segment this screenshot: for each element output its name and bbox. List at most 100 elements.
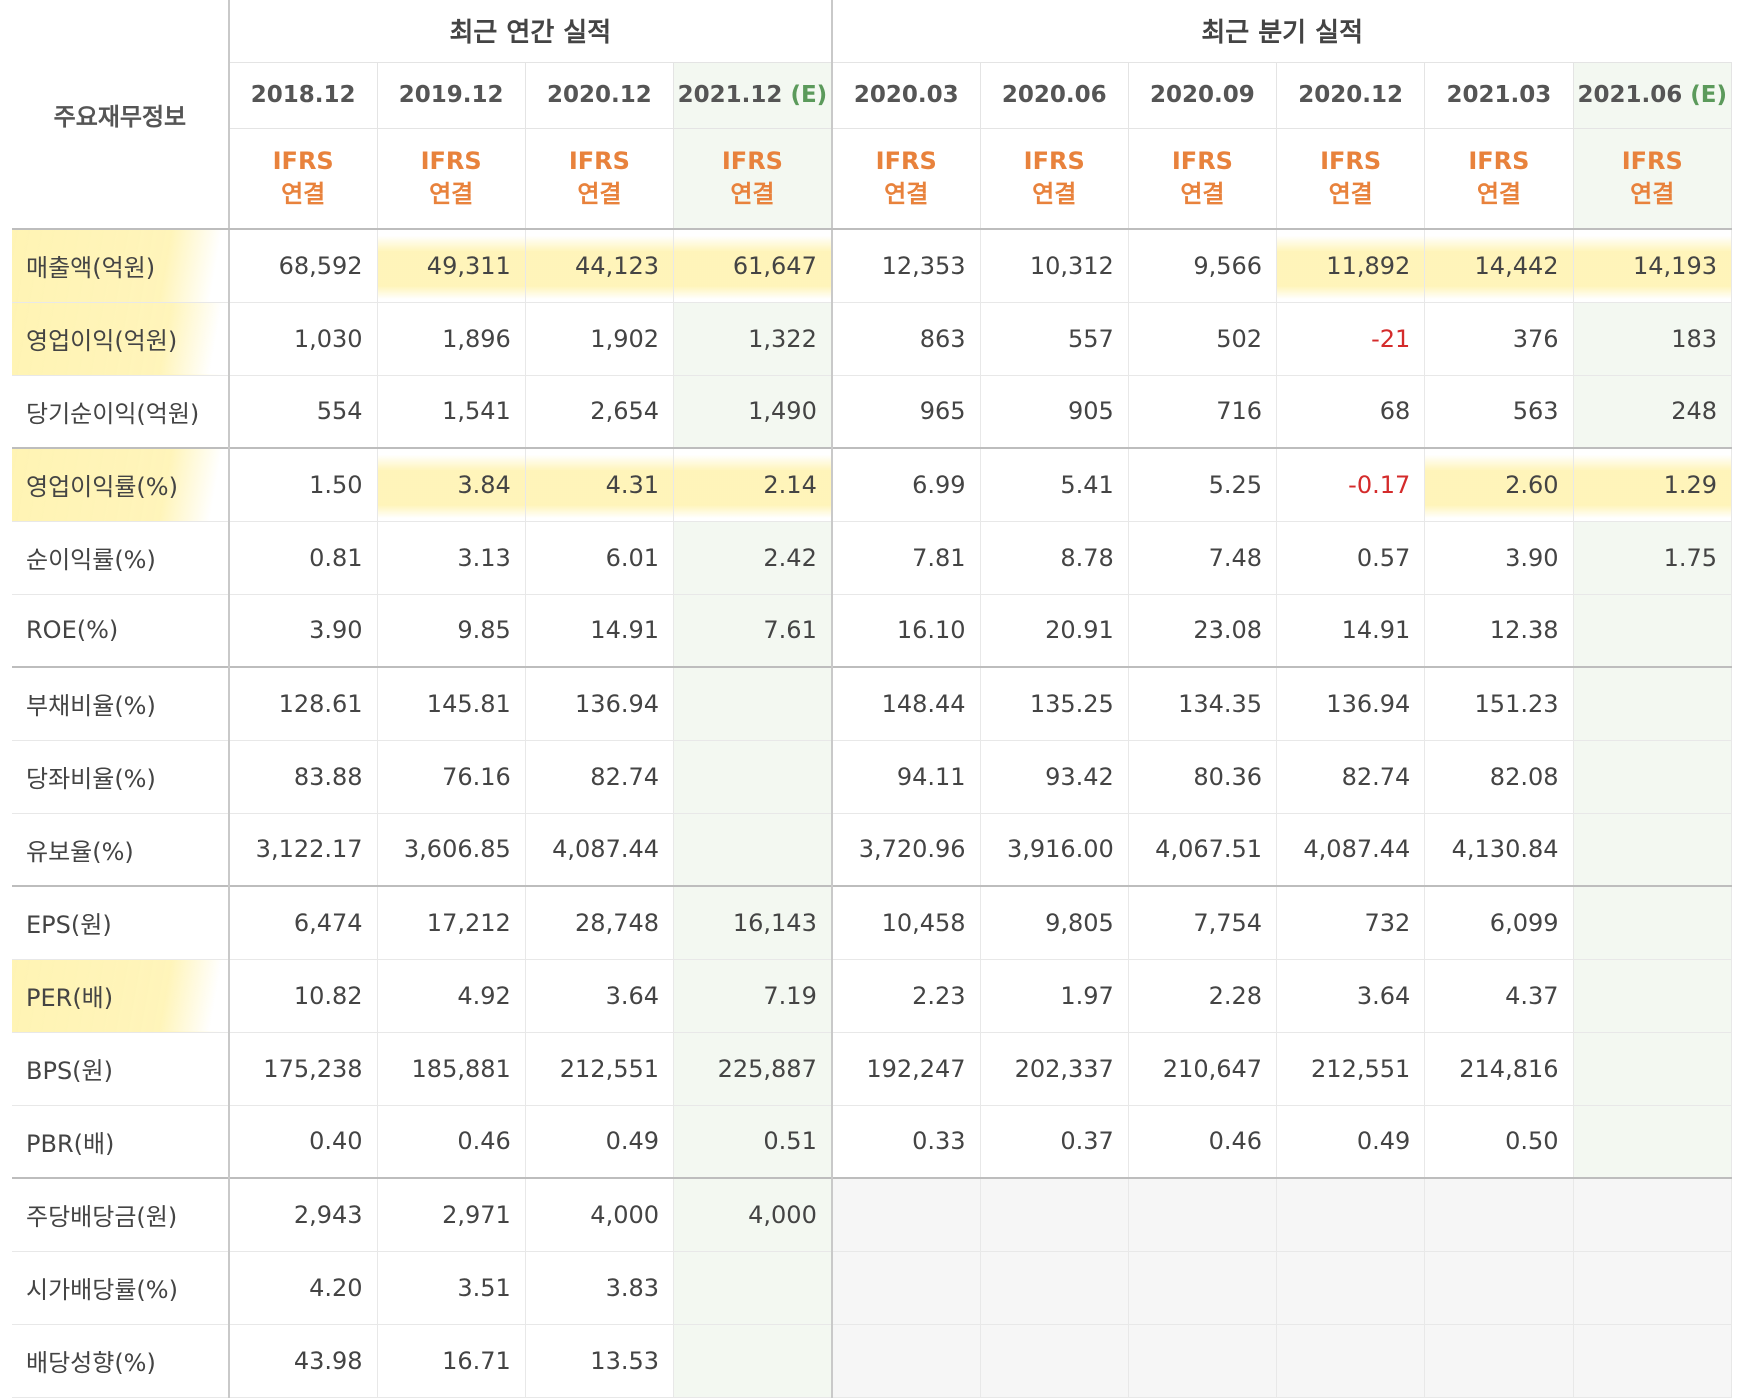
value-cell: 82.74 [525,740,675,814]
value-cell: 1.97 [980,959,1129,1033]
table-row: 당기순이익(억원) 554 1,541 2,654 1,490 965 905 716 68 56… [12,375,1733,449]
value-cell: 3.64 [1276,959,1426,1033]
value-cell [673,666,833,741]
value-cell: 145.81 [377,666,526,741]
period-header: 2020.03 [831,62,981,129]
value-cell: 3.64 [525,959,675,1033]
value-cell: 9.85 [377,594,526,668]
value-cell: 1,490 [673,375,833,449]
table-row: 영업이익(억원) 1,030 1,896 1,902 1,322 863 557 502 -21… [12,302,1733,376]
value-cell: 94.11 [831,740,981,814]
table-row: 배당성향(%) 43.98 16.71 13.53 [12,1324,1733,1398]
ifrs-consolidated-tag: IFRS 연결 [1276,128,1426,230]
ifrs-consolidated-tag: IFRS 연결 [1573,128,1733,230]
value-cell: 76.16 [377,740,526,814]
period-label: 2020.06 [1001,82,1107,108]
value-cell: 185,881 [377,1032,526,1106]
value-cell: 2,654 [525,375,675,449]
value-cell: 68,592 [228,229,378,303]
consolidated-label: 연결 [1630,180,1675,209]
value-cell: 83.88 [228,740,378,814]
value-cell: 2.23 [831,959,981,1033]
table-row: 매출액(억원) 68,592 49,311 44,123 61,647 12,353 10,… [12,229,1733,303]
value-cell: 80.36 [1128,740,1278,814]
value-cell: 16.10 [831,594,981,668]
value-cell: 82.74 [1276,740,1426,814]
row-label: 부채비율(%) [12,666,230,741]
ifrs-label: IFRS [272,147,334,176]
period-label: 2018.12 [250,82,356,108]
ifrs-consolidated-tag: IFRS 연결 [1424,128,1574,230]
value-cell: 202,337 [980,1032,1129,1106]
value-cell: 4,067.51 [1128,813,1278,887]
table-row: 주당배당금(원) 2,943 2,971 4,000 4,000 [12,1177,1733,1252]
row-label: PBR(배) [12,1105,230,1179]
value-cell [1573,1105,1733,1179]
value-cell [1573,885,1733,960]
value-cell: 0.51 [673,1105,833,1179]
value-cell: 4.37 [1424,959,1574,1033]
value-cell [831,1324,981,1398]
value-cell: 1.29 [1573,447,1733,522]
value-cell: 1,541 [377,375,526,449]
row-label: 당기순이익(억원) [12,375,230,449]
value-cell: 2.42 [673,521,833,595]
row-label: ROE(%) [12,594,230,668]
ifrs-label: IFRS [1023,147,1085,176]
period-label: 2020.03 [853,82,959,108]
value-cell [1276,1251,1426,1325]
estimate-marker: (E) [1690,82,1728,108]
value-cell: 151.23 [1424,666,1574,741]
ifrs-consolidated-tag: IFRS 연결 [228,128,378,230]
value-cell: 376 [1424,302,1574,376]
value-cell: 82.08 [1424,740,1574,814]
row-label: EPS(원) [12,885,230,960]
period-header: 2021.06 (E) [1573,62,1733,129]
consolidated-label: 연결 [884,180,929,209]
value-cell: 49,311 [377,229,526,303]
row-label: 순이익률(%) [12,521,230,595]
period-label: 2019.12 [398,82,504,108]
value-cell [1573,959,1733,1033]
value-cell: 0.37 [980,1105,1129,1179]
value-cell [1128,1177,1278,1252]
table-row: PER(배) 10.82 4.92 3.64 7.19 2.23 1.97 2.28 3.64 4… [12,959,1733,1033]
value-cell [673,813,833,887]
table-row: 당좌비율(%) 83.88 76.16 82.74 94.11 93.42 80.36 82.… [12,740,1733,814]
period-header: 2019.12 [377,62,526,129]
value-cell: 93.42 [980,740,1129,814]
row-label: PER(배) [12,959,230,1033]
ifrs-label: IFRS [420,147,482,176]
ifrs-consolidated-tag: IFRS 연결 [673,128,833,230]
ifrs-consolidated-tag: IFRS 연결 [831,128,981,230]
ifrs-consolidated-tag: IFRS 연결 [1128,128,1278,230]
value-cell: 14,442 [1424,229,1574,303]
period-label: 2020.09 [1150,82,1255,108]
value-cell [673,1251,833,1325]
value-cell: 44,123 [525,229,675,303]
ifrs-consolidated-tag: IFRS 연결 [980,128,1129,230]
value-cell: 0.33 [831,1105,981,1179]
row-label: 유보율(%) [12,813,230,887]
value-cell: 4.31 [525,447,675,522]
consolidated-label: 연결 [281,180,326,209]
ifrs-label: IFRS [721,147,783,176]
value-cell: 4,087.44 [1276,813,1426,887]
value-cell: 0.46 [377,1105,526,1179]
value-cell: 905 [980,375,1129,449]
consolidated-label: 연결 [1032,180,1077,209]
value-cell: 0.46 [1128,1105,1278,1179]
row-label: 시가배당률(%) [12,1251,230,1325]
value-cell [1424,1251,1574,1325]
value-cell [1276,1324,1426,1398]
period-header: 2018.12 [228,62,378,129]
value-cell: 128.61 [228,666,378,741]
row-label: 당좌비율(%) [12,740,230,814]
quarterly-results-header: 최근 분기 실적 [831,0,1732,63]
value-cell: 68 [1276,375,1426,449]
value-cell: 965 [831,375,981,449]
ifrs-consolidated-tag: IFRS 연결 [377,128,526,230]
row-label: 배당성향(%) [12,1324,230,1398]
financial-summary-table: 주요재무정보 최근 연간 실적 최근 분기 실적 2018.12 2019.12 2… [12,0,1733,1398]
value-cell: 6.99 [831,447,981,522]
